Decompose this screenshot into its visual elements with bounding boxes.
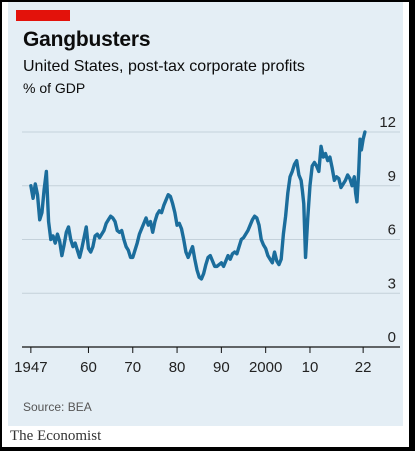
chart-card-frame: Gangbusters United States, post-tax corp… — [2, 2, 409, 447]
y-tick-labels: 0 3 6 9 12 — [379, 114, 396, 346]
y-tick-label: 6 — [388, 222, 396, 239]
y-tick-label: 0 — [388, 329, 396, 346]
x-tick-label: 90 — [213, 359, 230, 376]
x-tick-label: 70 — [124, 359, 141, 376]
brand-accent-bar — [16, 10, 70, 21]
x-tick-label: 80 — [169, 359, 186, 376]
source-note: Source: BEA — [23, 400, 92, 414]
line-chart: 0 3 6 9 12 1947 60 70 80 90 2000 10 22 — [14, 114, 400, 376]
chart-title: Gangbusters — [23, 28, 151, 51]
x-tick-label: 60 — [80, 359, 97, 376]
x-tick-label: 1947 — [14, 359, 47, 376]
chart-unit-label: % of GDP — [23, 80, 86, 96]
y-tick-label: 3 — [388, 275, 396, 292]
grid-lines — [22, 131, 400, 348]
x-tick-label: 2000 — [249, 359, 282, 376]
x-tick-labels: 1947 60 70 80 90 2000 10 22 — [14, 359, 371, 376]
x-tick-label: 10 — [302, 359, 319, 376]
chart-subtitle: United States, post-tax corporate profit… — [23, 58, 305, 75]
publisher-wordmark: The Economist — [10, 428, 102, 444]
profit-series-line — [29, 130, 367, 281]
chart-card: Gangbusters United States, post-tax corp… — [8, 2, 403, 426]
x-tick-marks — [30, 347, 364, 353]
y-tick-label: 9 — [388, 168, 396, 185]
y-tick-label: 12 — [379, 114, 396, 131]
x-tick-label: 22 — [355, 359, 372, 376]
